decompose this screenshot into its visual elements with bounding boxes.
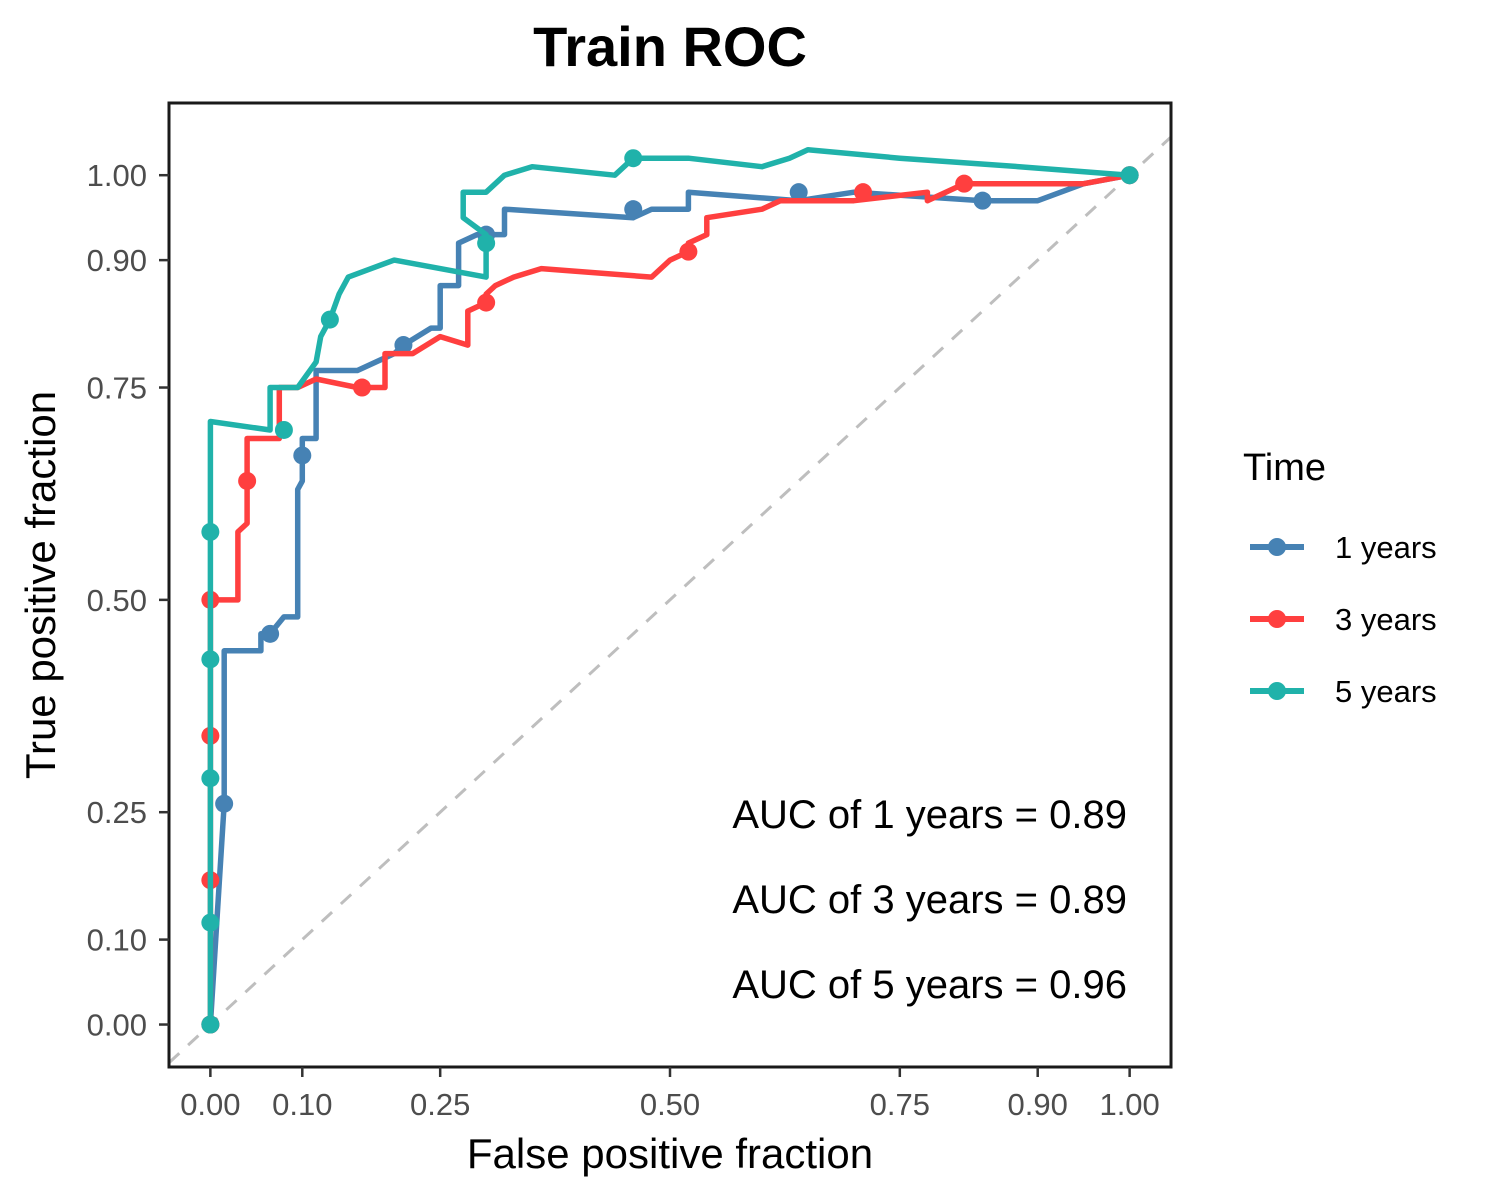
roc-point <box>394 336 413 355</box>
roc-point <box>293 446 312 465</box>
legend-label: 3 years <box>1335 602 1437 637</box>
legend-items: 1 years 3 years 5 years <box>1250 530 1437 709</box>
auc-annotation: AUC of 3 years = 0.89 <box>732 878 1127 922</box>
legend-item: 3 years <box>1250 602 1437 637</box>
y-tick-label: 0.25 <box>87 795 147 830</box>
legend: Time 1 years 3 years 5 years <box>1243 447 1437 709</box>
auc-annotations: AUC of 1 years = 0.89 AUC of 3 years = 0.… <box>732 793 1127 1007</box>
roc-point <box>261 624 280 643</box>
roc-point <box>201 913 220 932</box>
panel-border <box>167 101 1173 1069</box>
series-3 <box>201 146 1139 1034</box>
x-axis-title: False positive fraction <box>467 1130 873 1177</box>
y-axis: 0.00 0.10 0.25 0.50 0.75 0.90 1.00 <box>87 103 171 1067</box>
roc-point <box>1120 166 1139 185</box>
series-layer <box>201 146 1139 1034</box>
legend-point-swatch <box>1268 538 1286 556</box>
roc-point <box>973 191 992 210</box>
auc-annotation: AUC of 1 years = 0.89 <box>732 793 1127 837</box>
roc-curve-line <box>207 172 1131 1025</box>
roc-point <box>854 183 873 202</box>
y-tick-label: 0.75 <box>87 371 147 406</box>
y-tick-label: 0.00 <box>87 1008 147 1043</box>
legend-label: 5 years <box>1335 674 1437 709</box>
roc-point <box>201 650 220 669</box>
legend-item: 5 years <box>1250 674 1437 709</box>
auc-annotation: AUC of 5 years = 0.96 <box>732 963 1127 1007</box>
x-tick-label: 0.75 <box>870 1087 930 1122</box>
roc-point <box>353 378 372 397</box>
legend-title: Time <box>1243 447 1326 489</box>
roc-point <box>477 234 496 253</box>
legend-point-swatch <box>1268 682 1286 700</box>
x-tick-label: 0.25 <box>410 1087 470 1122</box>
y-tick-label: 0.50 <box>87 583 147 618</box>
y-axis-title: True positive fraction <box>17 391 64 779</box>
roc-point <box>274 420 293 439</box>
x-tick-label: 0.10 <box>272 1087 332 1122</box>
roc-point <box>624 200 643 219</box>
chart-title: Train ROC <box>533 15 807 78</box>
legend-point-swatch <box>1268 610 1286 628</box>
plot-area: AUC of 1 years = 0.89 AUC of 3 years = 0.… <box>167 101 1173 1069</box>
y-tick-label: 0.10 <box>87 923 147 958</box>
legend-label: 1 years <box>1335 530 1437 565</box>
y-tick-label: 0.90 <box>87 243 147 278</box>
legend-item: 1 years <box>1250 530 1437 565</box>
roc-curve-line <box>207 172 1131 1025</box>
roc-point <box>201 769 220 788</box>
reference-diagonal-line <box>167 135 1173 1064</box>
series-2 <box>201 166 1139 1034</box>
roc-point <box>955 174 974 193</box>
x-tick-label: 1.00 <box>1099 1087 1159 1122</box>
roc-point <box>679 242 698 261</box>
roc-point <box>477 293 496 312</box>
roc-point <box>320 310 339 329</box>
x-tick-label: 0.50 <box>640 1087 700 1122</box>
roc-point <box>789 183 808 202</box>
roc-point <box>238 471 257 490</box>
roc-point <box>201 1015 220 1034</box>
roc-curve-line <box>207 146 1130 1025</box>
roc-point <box>624 149 643 168</box>
x-tick-label: 0.00 <box>180 1087 240 1122</box>
roc-point <box>215 794 234 813</box>
x-tick-label: 0.90 <box>1008 1087 1068 1122</box>
x-axis: 0.00 0.10 0.25 0.50 0.75 0.90 1.00 <box>169 1065 1171 1122</box>
roc-point <box>201 522 220 541</box>
y-tick-label: 1.00 <box>87 158 147 193</box>
